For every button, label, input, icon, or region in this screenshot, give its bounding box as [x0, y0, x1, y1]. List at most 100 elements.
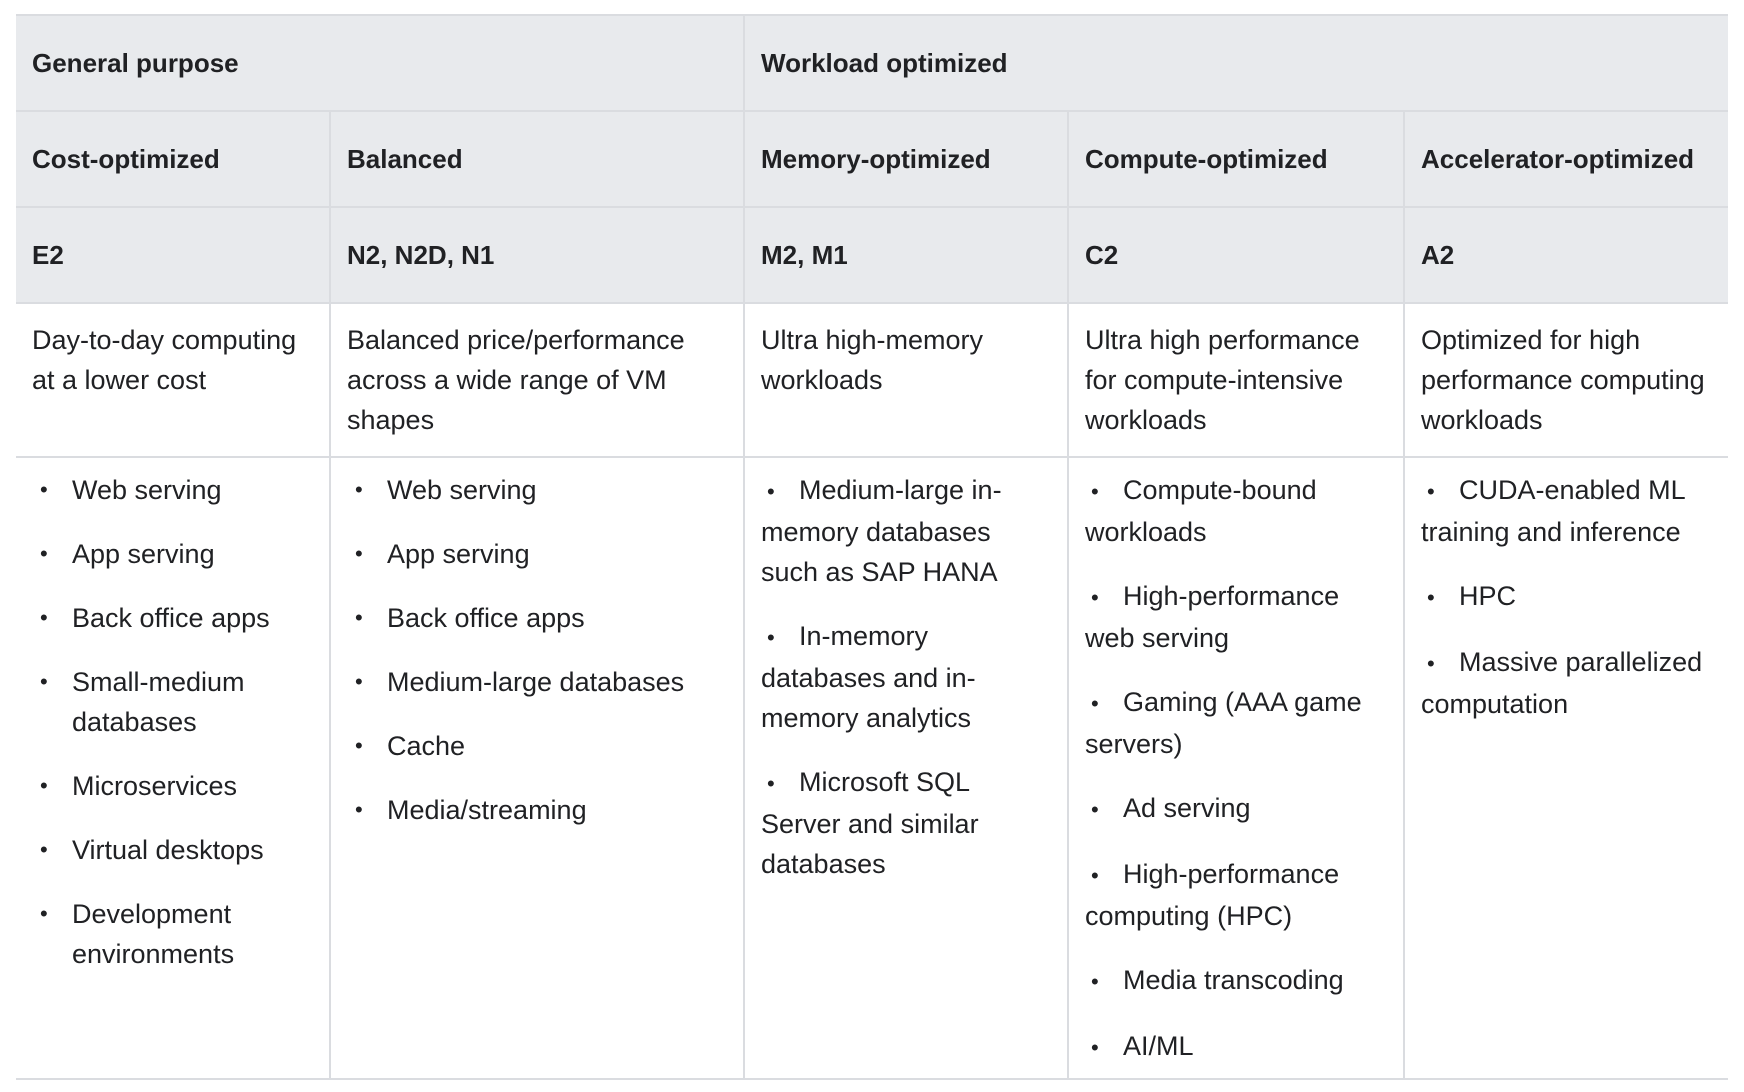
use-case-text: Small-medium databases — [72, 667, 245, 737]
use-case-item: • Compute-bound workloads — [1085, 470, 1387, 552]
use-case-item: • Massive parallelized computation — [1421, 642, 1712, 724]
use-cases-accelerator-optimized: • CUDA-enabled ML training and inference •… — [1404, 457, 1729, 1080]
use-case-item: • Web serving — [32, 470, 313, 510]
use-case-text: Ad serving — [1123, 793, 1251, 823]
use-case-item: • Ad serving — [1085, 788, 1387, 830]
use-case-item: • High-performance web serving — [1085, 576, 1387, 658]
bullet-icon: • — [1091, 691, 1099, 716]
bullet-icon: • — [40, 669, 48, 694]
use-case-text: Compute-bound workloads — [1085, 475, 1317, 547]
bullet-icon: • — [1091, 969, 1099, 994]
use-case-list: • Compute-bound workloads • High-performanc… — [1085, 470, 1387, 1068]
machine-family-c2: C2 — [1068, 207, 1405, 304]
use-case-text: Microservices — [72, 771, 238, 801]
use-case-item: • Back office apps — [347, 598, 727, 638]
description-cost-optimized: Day-to-day computing at a lower cost — [16, 303, 331, 458]
machine-families-table: General purpose Workload optimized Cost-… — [16, 14, 1729, 1080]
use-cases-balanced: • Web serving • App serving • Back office app… — [330, 457, 745, 1080]
description-compute-optimized: Ultra high performance for compute-inten… — [1068, 303, 1405, 458]
use-case-text: Gaming (AAA game servers) — [1085, 687, 1362, 759]
use-case-list: • CUDA-enabled ML training and inference •… — [1421, 470, 1712, 724]
description-row: Day-to-day computing at a lower cost Bal… — [16, 303, 1729, 458]
machine-family-row: E2 N2, N2D, N1 M2, M1 C2 A2 — [16, 207, 1729, 304]
bullet-icon: • — [355, 733, 363, 758]
use-cases-row: • Web serving • App serving • Back office app… — [16, 457, 1729, 1080]
use-case-text: High-performance web serving — [1085, 581, 1340, 653]
use-case-list: • Web serving • App serving • Back office app… — [32, 470, 313, 974]
use-case-text: Virtual desktops — [72, 835, 264, 865]
use-case-item: • In-memory databases and in-memory analy… — [761, 616, 1051, 738]
machine-family-a2: A2 — [1404, 207, 1729, 304]
bullet-icon: • — [40, 541, 48, 566]
group-header-row: General purpose Workload optimized — [16, 15, 1729, 112]
use-case-text: Microsoft SQL Server and similar databas… — [761, 767, 979, 879]
machine-family-e2: E2 — [16, 207, 331, 304]
use-case-text: Back office apps — [72, 603, 270, 633]
use-case-list: • Medium-large in-memory databases such a… — [761, 470, 1051, 884]
use-case-text: App serving — [387, 539, 530, 569]
use-case-text: App serving — [72, 539, 215, 569]
description-memory-optimized: Ultra high-memory workloads — [744, 303, 1069, 458]
category-header-memory-optimized: Memory-optimized — [744, 111, 1069, 208]
use-case-item: • Web serving — [347, 470, 727, 510]
use-case-item: • App serving — [32, 534, 313, 574]
bullet-icon: • — [1091, 585, 1099, 610]
use-case-text: AI/ML — [1123, 1031, 1194, 1061]
bullet-icon: • — [1091, 479, 1099, 504]
use-case-item: • Media/streaming — [347, 790, 727, 830]
use-cases-memory-optimized: • Medium-large in-memory databases such a… — [744, 457, 1069, 1080]
use-case-item: • Virtual desktops — [32, 830, 313, 870]
use-case-item: • AI/ML — [1085, 1026, 1387, 1068]
use-case-item: • Microservices — [32, 766, 313, 806]
use-case-item: • Small-medium databases — [32, 662, 313, 742]
bullet-icon: • — [767, 479, 775, 504]
machine-family-n-series: N2, N2D, N1 — [330, 207, 745, 304]
use-case-text: Media transcoding — [1123, 965, 1344, 995]
use-case-item: • CUDA-enabled ML training and inference — [1421, 470, 1712, 552]
use-case-text: Web serving — [72, 475, 222, 505]
use-case-item: • Microsoft SQL Server and similar databa… — [761, 762, 1051, 884]
use-case-list: • Web serving • App serving • Back office app… — [347, 470, 727, 830]
bullet-icon: • — [767, 771, 775, 796]
use-case-text: CUDA-enabled ML training and inference — [1421, 475, 1685, 547]
use-case-item: • Back office apps — [32, 598, 313, 638]
bullet-icon: • — [1091, 797, 1099, 822]
bullet-icon: • — [355, 605, 363, 630]
description-accelerator-optimized: Optimized for high performance computing… — [1404, 303, 1729, 458]
use-case-text: High-performance computing (HPC) — [1085, 859, 1340, 931]
bullet-icon: • — [40, 773, 48, 798]
use-case-item: • Medium-large in-memory databases such a… — [761, 470, 1051, 592]
use-case-text: Medium-large databases — [387, 667, 685, 697]
bullet-icon: • — [1091, 1035, 1099, 1060]
group-header-general-purpose: General purpose — [16, 15, 745, 112]
category-header-cost-optimized: Cost-optimized — [16, 111, 331, 208]
bullet-icon: • — [40, 837, 48, 862]
use-case-text: Cache — [387, 731, 466, 761]
bullet-icon: • — [40, 901, 48, 926]
use-case-item: • Medium-large databases — [347, 662, 727, 702]
bullet-icon: • — [40, 477, 48, 502]
use-case-text: Web serving — [387, 475, 537, 505]
category-header-balanced: Balanced — [330, 111, 745, 208]
use-case-item: • Gaming (AAA game servers) — [1085, 682, 1387, 764]
bullet-icon: • — [1427, 585, 1435, 610]
use-case-item: • HPC — [1421, 576, 1712, 618]
use-case-text: Massive parallelized computation — [1421, 647, 1703, 719]
bullet-icon: • — [355, 477, 363, 502]
bullet-icon: • — [1427, 479, 1435, 504]
category-header-accelerator-optimized: Accelerator-optimized — [1404, 111, 1729, 208]
use-case-text: In-memory databases and in-memory analyt… — [761, 621, 976, 733]
use-case-item: • High-performance computing (HPC) — [1085, 854, 1387, 936]
use-case-text: Back office apps — [387, 603, 585, 633]
description-balanced: Balanced price/performance across a wide… — [330, 303, 745, 458]
use-case-text: Development environments — [72, 899, 235, 969]
bullet-icon: • — [1091, 863, 1099, 888]
bullet-icon: • — [355, 797, 363, 822]
bullet-icon: • — [1427, 651, 1435, 676]
use-case-text: HPC — [1459, 581, 1517, 611]
use-case-item: • Development environments — [32, 894, 313, 974]
use-case-item: • App serving — [347, 534, 727, 574]
category-header-compute-optimized: Compute-optimized — [1068, 111, 1405, 208]
use-case-text: Medium-large in-memory databases such as… — [761, 475, 1002, 587]
use-case-item: • Cache — [347, 726, 727, 766]
